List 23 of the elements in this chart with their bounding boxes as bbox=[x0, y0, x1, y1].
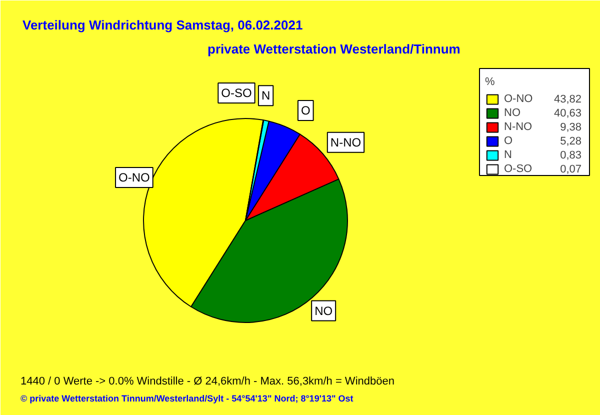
slice-label: N-NO bbox=[330, 135, 362, 150]
legend-label: O-SO bbox=[504, 163, 532, 175]
slice-label: N bbox=[261, 88, 270, 103]
chart-subtitle: private Wetterstation Westerland/Tinnum bbox=[208, 42, 460, 56]
text: © private Wetterstation Tinnum/Westerland/Sylt - 54°54'13" Nord; 8°19'13" Ost bbox=[20, 394, 354, 404]
legend-label: N-NO bbox=[504, 121, 532, 133]
data-label: 5,28 bbox=[560, 136, 582, 148]
legend-label: O bbox=[504, 135, 513, 147]
legend-title: % bbox=[485, 76, 496, 88]
data-label: 0,83 bbox=[560, 150, 582, 162]
slice-label: NO bbox=[314, 304, 333, 318]
data-label: 9,38 bbox=[560, 122, 582, 134]
slice-label: O bbox=[300, 103, 310, 118]
data-label: 0,07 bbox=[560, 164, 582, 176]
text: 1440 / 0 Werte -> 0.0% Windstille - Ø 24,6km/h - Max. 56,3km/h = Windböen bbox=[20, 376, 394, 388]
legend-label: N bbox=[504, 149, 512, 161]
slice-label: O-NO bbox=[118, 170, 150, 184]
category-label: O-SO bbox=[221, 86, 252, 100]
chart-title: Verteilung Windrichtung Samstag, 06.02.2021 bbox=[22, 18, 303, 32]
data-label: 43,82 bbox=[554, 94, 582, 106]
data-label: 40,63 bbox=[554, 108, 582, 120]
legend-label: O-NO bbox=[504, 93, 533, 105]
legend-label: NO bbox=[504, 107, 520, 119]
